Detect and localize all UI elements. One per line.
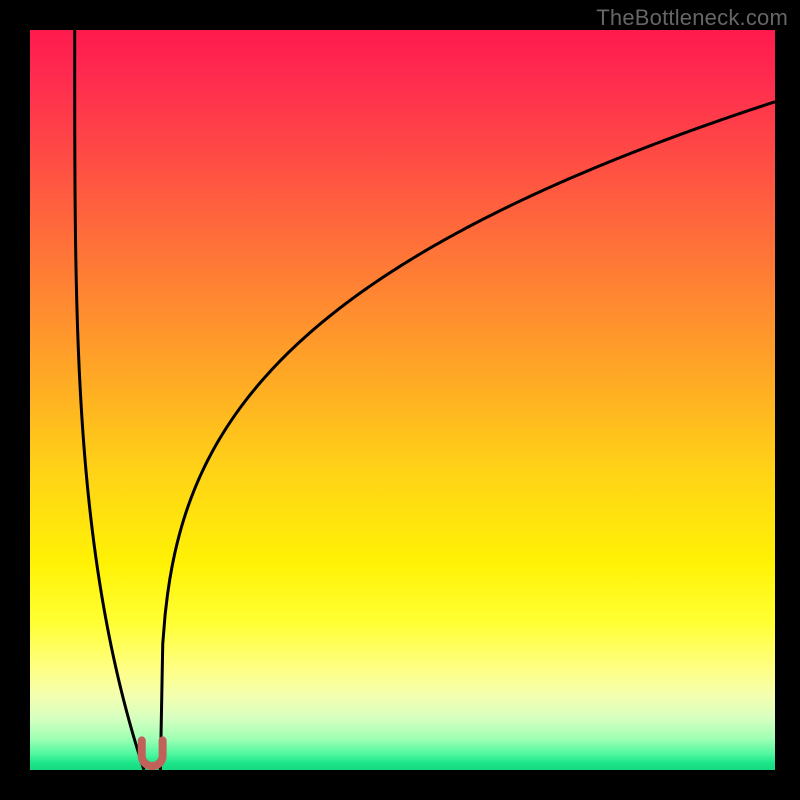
plot-frame: [30, 30, 775, 770]
chart-canvas: TheBottleneck.com: [0, 0, 800, 800]
chart-svg: [30, 30, 775, 770]
watermark-label: TheBottleneck.com: [596, 5, 788, 31]
